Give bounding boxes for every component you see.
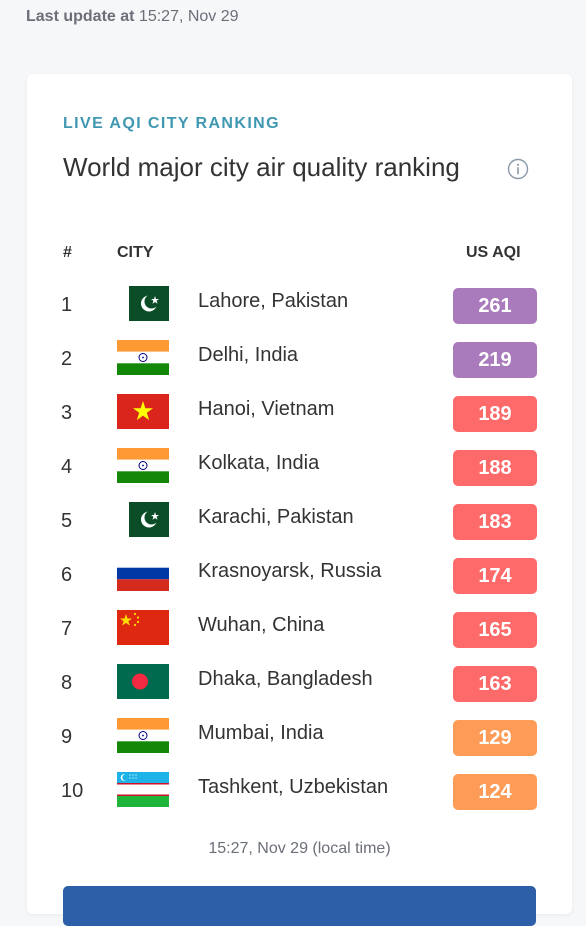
more-rankings-button[interactable] (63, 886, 536, 926)
pakistan-flag-icon (129, 286, 169, 321)
card-title: World major city air quality ranking (63, 152, 460, 182)
india-flag-icon (117, 448, 169, 483)
rank-number: 9 (61, 726, 73, 748)
russia-flag-icon (117, 556, 169, 591)
rank-number: 6 (61, 564, 73, 586)
china-flag-icon (117, 610, 169, 645)
rank-number: 7 (61, 618, 73, 640)
aqi-badge: 174 (453, 558, 537, 594)
ranking-row[interactable]: 3 Hanoi, Vietnam 189 (27, 394, 572, 448)
city-name[interactable]: Krasnoyarsk, Russia (198, 560, 382, 582)
aqi-badge: 183 (453, 504, 537, 540)
aqi-badge: 219 (453, 342, 537, 378)
aqi-badge: 188 (453, 450, 537, 486)
aqi-badge: 165 (453, 612, 537, 648)
city-name[interactable]: Wuhan, China (198, 614, 325, 636)
ranking-row[interactable]: 1 Lahore, Pakistan 261 (27, 286, 572, 340)
aqi-badge: 189 (453, 396, 537, 432)
india-flag-icon (117, 718, 169, 753)
ranking-row[interactable]: 10 Tashkent, Uzbekistan 124 (27, 772, 572, 826)
ranking-row[interactable]: 5 Karachi, Pakistan 183 (27, 502, 572, 556)
city-name[interactable]: Hanoi, Vietnam (198, 398, 335, 420)
column-header-rank: # (63, 244, 72, 261)
aqi-badge: 124 (453, 774, 537, 810)
ranking-row[interactable]: 2 Delhi, India 219 (27, 340, 572, 394)
aqi-badge: 129 (453, 720, 537, 756)
aqi-badge: 261 (453, 288, 537, 324)
ranking-row[interactable]: 9 Mumbai, India 129 (27, 718, 572, 772)
city-name[interactable]: Lahore, Pakistan (198, 290, 349, 312)
last-update: Last update at 15:27, Nov 29 (26, 8, 239, 26)
vietnam-flag-icon (117, 394, 169, 429)
info-circle-icon[interactable] (507, 158, 529, 180)
local-time: 15:27, Nov 29 (local time) (208, 840, 391, 857)
ranking-row[interactable]: 7 Wuhan, China 165 (27, 610, 572, 664)
last-update-label: Last update at (26, 8, 135, 25)
rank-number: 8 (61, 672, 73, 694)
rank-number: 10 (61, 780, 84, 802)
ranking-row[interactable]: 8 Dhaka, Bangladesh 163 (27, 664, 572, 718)
rank-number: 3 (61, 402, 73, 424)
rank-number: 1 (61, 294, 73, 316)
uzbekistan-flag-icon (117, 772, 169, 807)
ranking-card: LIVE AQI CITY RANKING World major city a… (27, 74, 572, 926)
city-name[interactable]: Tashkent, Uzbekistan (198, 776, 389, 798)
city-name[interactable]: Karachi, Pakistan (198, 506, 354, 528)
city-name[interactable]: Dhaka, Bangladesh (198, 668, 373, 690)
column-header-city: CITY (117, 244, 154, 261)
column-header-aqi: US AQI (466, 244, 521, 261)
city-name[interactable]: Delhi, India (198, 344, 299, 366)
city-name[interactable]: Mumbai, India (198, 722, 324, 744)
pakistan-flag-icon (129, 502, 169, 537)
city-name[interactable]: Kolkata, India (198, 452, 320, 474)
rank-number: 5 (61, 510, 73, 532)
section-kicker: LIVE AQI CITY RANKING (63, 115, 280, 132)
ranking-row[interactable]: 6 Krasnoyarsk, Russia 174 (27, 556, 572, 610)
india-flag-icon (117, 340, 169, 375)
aqi-badge: 163 (453, 666, 537, 702)
last-update-time: 15:27, Nov 29 (138, 8, 239, 25)
rank-number: 2 (61, 348, 73, 370)
ranking-row[interactable]: 4 Kolkata, India 188 (27, 448, 572, 502)
bangladesh-flag-icon (117, 664, 169, 699)
rank-number: 4 (61, 456, 73, 478)
ranking-list: 1 Lahore, Pakistan 261 2 Delhi, India 219 3 Han… (27, 286, 572, 826)
